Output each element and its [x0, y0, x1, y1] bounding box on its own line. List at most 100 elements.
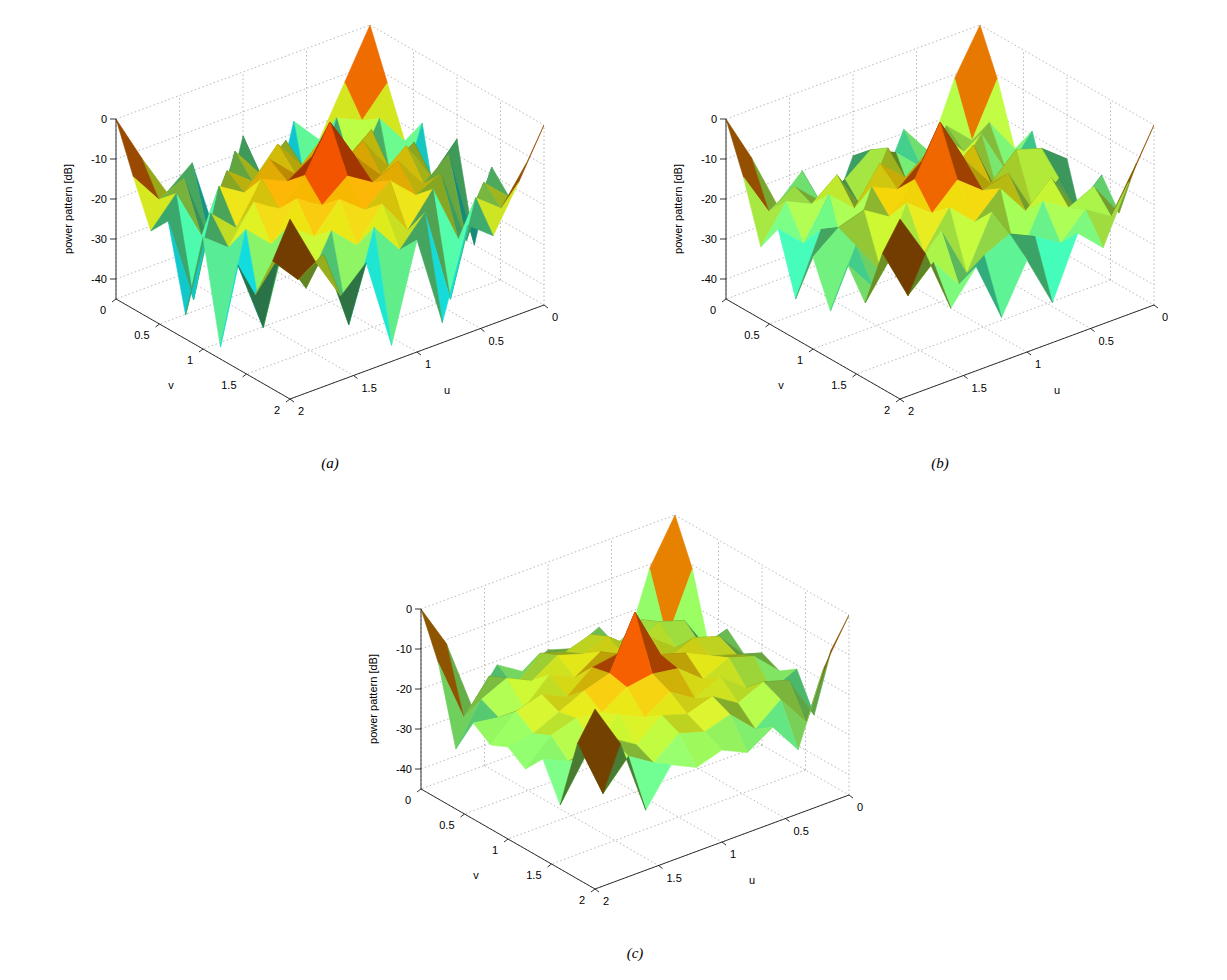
u-tick [1027, 352, 1031, 355]
z-tick [720, 239, 726, 240]
v-tick [461, 814, 465, 817]
z-tick-label: 0 [711, 113, 717, 125]
surface-cell [644, 692, 687, 717]
z-tick [720, 159, 726, 160]
z-tick [415, 729, 421, 730]
surface-cell [220, 230, 263, 347]
u-tick-label: 0.5 [794, 825, 809, 837]
grid-line [849, 615, 850, 795]
z-axis-line [421, 609, 422, 789]
z-tick [110, 199, 116, 200]
u-tick [849, 795, 853, 798]
grid [116, 25, 544, 399]
z-tick-label: -40 [396, 763, 412, 775]
u-tick [900, 399, 904, 402]
z-axis-line [726, 119, 727, 299]
grid-line [484, 586, 485, 766]
grid-line [726, 119, 727, 299]
u-tick [417, 352, 421, 355]
u-axis-title: u [1054, 384, 1060, 396]
z-tick [415, 769, 421, 770]
panel: -40-30-20-100power pattern [dB]00.511.52… [62, 25, 558, 472]
z-tick-label: 0 [101, 113, 107, 125]
axes: -40-30-20-100power pattern [dB]00.511.52… [672, 113, 1168, 417]
v-tick [199, 349, 203, 352]
z-tick-label: -20 [701, 193, 717, 205]
v-tick-label: 0.5 [439, 819, 454, 831]
grid-line [900, 305, 1154, 399]
v-axis-line [726, 299, 900, 399]
surface-cell [654, 733, 697, 767]
z-tick [110, 239, 116, 240]
panel-caption: (c) [627, 945, 644, 962]
v-tick [417, 789, 421, 792]
v-tick-label: 1 [797, 354, 803, 366]
grid-line [552, 770, 806, 864]
v-tick [591, 889, 595, 892]
u-tick-label: 2 [908, 405, 914, 417]
v-tick [722, 299, 726, 302]
v-tick-label: 0 [405, 794, 411, 806]
v-tick-label: 1 [492, 844, 498, 856]
panel-caption: (b) [931, 455, 949, 472]
z-tick [110, 279, 116, 280]
panel-caption: (a) [321, 455, 339, 472]
grid-line [726, 25, 980, 119]
u-tick [481, 329, 485, 332]
surface-cell [602, 687, 645, 717]
surface-cell [610, 612, 653, 687]
u-axis-title: u [444, 384, 450, 396]
v-tick [853, 374, 857, 377]
z-tick [415, 689, 421, 690]
grid-line [421, 789, 595, 889]
u-tick [1154, 305, 1158, 308]
grid [726, 25, 1154, 399]
z-tick [720, 119, 726, 120]
z-tick-label: -20 [396, 683, 412, 695]
surface-cell [883, 219, 926, 296]
axes: -40-30-20-100power pattern [dB]00.511.52… [62, 113, 558, 417]
surface-cell [726, 119, 769, 212]
u-axis-line [595, 795, 849, 889]
v-tick [896, 399, 900, 402]
z-tick-label: -30 [701, 233, 717, 245]
u-axis-line [290, 305, 544, 399]
grid-line [595, 795, 849, 889]
u-axis-line [900, 305, 1154, 399]
z-tick-label: -30 [91, 233, 107, 245]
z-tick [720, 199, 726, 200]
z-axis-title: power pattern [dB] [367, 654, 379, 744]
grid-line [1154, 125, 1155, 305]
surface-cell [628, 756, 671, 810]
z-tick [720, 279, 726, 280]
z-tick-label: -20 [91, 193, 107, 205]
u-tick-label: 1.5 [972, 382, 987, 394]
v-tick-label: 2 [579, 894, 585, 906]
surface-cell [806, 615, 849, 722]
surface-cell [1111, 125, 1154, 216]
z-tick-label: -30 [396, 723, 412, 735]
v-tick-label: 1 [187, 354, 193, 366]
surface-cell [501, 125, 544, 208]
v-axis-title: v [168, 379, 174, 391]
u-tick-label: 0 [857, 801, 863, 813]
u-tick [659, 866, 663, 869]
grid-line [1110, 100, 1111, 280]
surface-cell [813, 228, 856, 311]
z-tick [110, 159, 116, 160]
v-tick-label: 0 [710, 304, 716, 316]
grid-line [790, 276, 964, 376]
u-tick [290, 399, 294, 402]
grid-line [675, 555, 849, 655]
grid-line [857, 280, 1111, 374]
u-tick-label: 1 [425, 358, 431, 370]
figure: -40-30-20-100power pattern [dB]00.511.52… [0, 0, 1227, 980]
u-tick-label: 1.5 [362, 382, 377, 394]
z-axis-title: power pattern [dB] [672, 164, 684, 254]
surface-cell [323, 254, 366, 325]
v-tick [809, 349, 813, 352]
surface-cell [421, 609, 464, 718]
grid-line [726, 299, 900, 399]
u-tick-label: 0 [552, 311, 558, 323]
surface-cell [438, 663, 481, 749]
